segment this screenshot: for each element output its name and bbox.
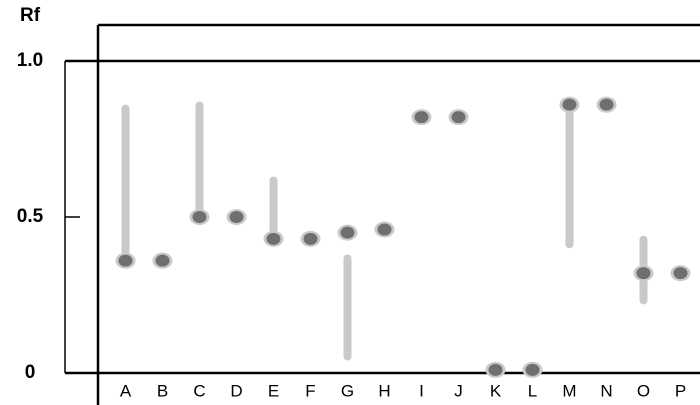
y-axis-label: Rf — [20, 5, 41, 26]
spot-core — [155, 254, 170, 267]
lane-label: C — [193, 381, 205, 400]
lane-label: O — [637, 381, 650, 400]
streak — [269, 176, 278, 239]
lane-label: D — [230, 381, 242, 400]
lane-label: F — [305, 381, 315, 400]
lane-label: P — [675, 381, 686, 400]
lane-label: G — [341, 381, 354, 400]
spot-core — [266, 232, 281, 245]
lane-label: A — [120, 381, 132, 400]
spot-core — [451, 111, 466, 124]
streak — [343, 254, 352, 361]
y-tick-label: 0.5 — [17, 206, 44, 227]
lane-label: N — [600, 381, 612, 400]
y-tick-label: 0 — [25, 362, 36, 383]
lane-label: J — [454, 381, 463, 400]
lane-label: L — [528, 381, 537, 400]
spot-core — [673, 267, 688, 280]
spot-core — [340, 226, 355, 239]
lane-label: E — [268, 381, 279, 400]
streak — [565, 104, 574, 249]
spot-core — [377, 223, 392, 236]
spot-core — [192, 211, 207, 223]
spot-core — [525, 363, 540, 376]
y-tick-label: 1.0 — [17, 50, 43, 71]
spot-core — [229, 211, 244, 223]
lane-label: M — [562, 381, 576, 400]
spot-core — [414, 111, 429, 124]
spot-core — [636, 267, 651, 280]
spot-core — [303, 232, 318, 245]
spot-core — [562, 98, 577, 111]
lane-label: H — [378, 381, 390, 400]
lane-label: I — [419, 381, 424, 400]
spot-core — [599, 98, 614, 111]
streak — [121, 104, 130, 267]
spot-core — [488, 363, 503, 376]
spot-core — [118, 254, 133, 267]
lane-label: B — [157, 381, 168, 400]
lane-label: K — [490, 381, 502, 400]
streak — [195, 101, 204, 217]
